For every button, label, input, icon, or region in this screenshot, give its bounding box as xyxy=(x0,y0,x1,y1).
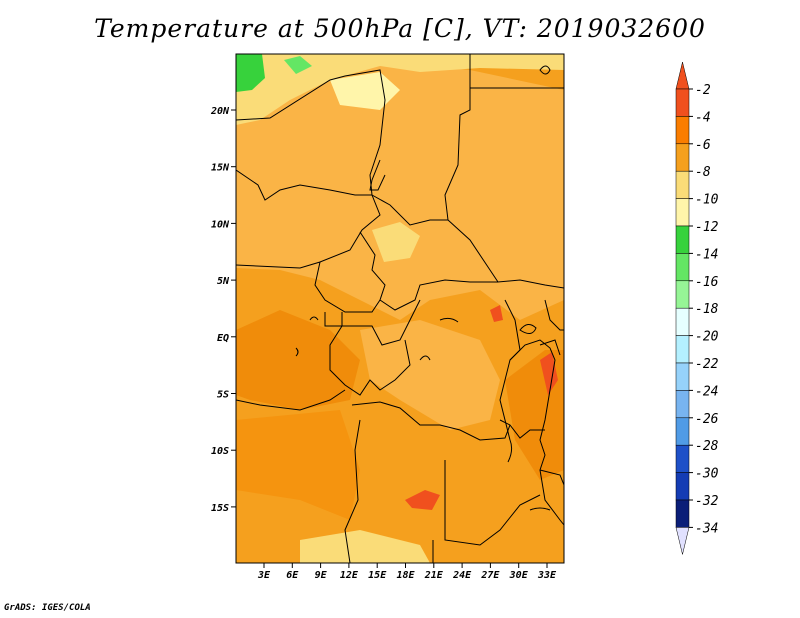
colorbar-label: -28 xyxy=(695,439,719,454)
field-region-yellow-south xyxy=(300,530,430,563)
latitude-axis: 20N 15N 10N 5N EQ 5S 10S 15S xyxy=(210,106,236,514)
field-region-red-east xyxy=(540,352,558,395)
lon-tick-label: 6E xyxy=(286,570,299,581)
colorbar-label: -24 xyxy=(695,384,718,399)
colorbar-label: -4 xyxy=(695,110,711,125)
lat-tick-label: 20N xyxy=(210,106,230,117)
lat-tick-label: 10S xyxy=(211,446,229,457)
colorbar-label: -10 xyxy=(695,193,719,208)
colorbar-label: -18 xyxy=(695,302,719,317)
colorbar-label: -16 xyxy=(695,275,719,290)
colorbar-box xyxy=(675,444,690,473)
colorbar-label: -6 xyxy=(695,138,711,153)
colorbar-label: -2 xyxy=(695,83,711,98)
field-region-dark-orange-west xyxy=(236,310,360,410)
colorbar-box xyxy=(675,88,690,117)
lon-tick-label: 15E xyxy=(368,570,387,581)
lon-tick-label: 24E xyxy=(452,570,472,581)
colorbar-box xyxy=(675,143,690,172)
colorbar-top-arrow xyxy=(675,61,690,90)
colorbar-box xyxy=(675,335,690,364)
field-region-light-orange xyxy=(236,60,564,320)
colorbar-box xyxy=(675,499,690,528)
field-region-light-green xyxy=(284,56,312,74)
colorbar-label: -22 xyxy=(695,357,719,372)
colorbar-bottom-arrow xyxy=(675,527,690,555)
colorbar-box xyxy=(675,390,690,419)
colorbar-label: -34 xyxy=(695,521,718,536)
colorbar-box xyxy=(675,225,690,254)
lat-tick-label: 10N xyxy=(211,219,230,230)
colorbar-label: -14 xyxy=(695,247,718,262)
chart-title: Temperature at 500hPa [C], VT: 201903260… xyxy=(94,14,706,43)
colorbar-label: -30 xyxy=(695,467,719,482)
field-region-yellow-center xyxy=(372,222,420,262)
lon-tick-label: 33E xyxy=(537,570,557,581)
lon-tick-label: 9E xyxy=(315,570,328,581)
lat-tick-label: 5N xyxy=(217,276,230,287)
colorbar-box xyxy=(675,307,690,336)
colorbar-label: -12 xyxy=(695,220,719,235)
colorbar: -2 -4 -6 -8 -10 -12 -14 -16 -18 -20 -22 -24 -26 -28 -3… xyxy=(675,61,719,555)
colorbar-label: -8 xyxy=(695,165,711,180)
colorbar-box xyxy=(675,170,690,199)
field-region-red-south xyxy=(405,490,440,510)
lat-tick-label: 15N xyxy=(211,163,230,174)
colorbar-box xyxy=(675,362,690,391)
lat-tick-label: 5S xyxy=(217,390,229,401)
footer-credit: GrADS: IGES/COLA xyxy=(4,603,91,613)
field-region-pale-north xyxy=(330,72,400,110)
lon-tick-label: 3E xyxy=(257,570,271,581)
lon-tick-label: 27E xyxy=(480,570,500,581)
field-region-light-orange-center xyxy=(360,320,500,430)
colorbar-label: -26 xyxy=(695,412,719,427)
colorbar-box xyxy=(675,280,690,309)
country-borders xyxy=(236,54,564,563)
lat-tick-label: EQ xyxy=(217,333,229,344)
field-region-dark-orange-sw xyxy=(236,410,360,520)
field-region-red-center xyxy=(490,305,503,322)
map-frame xyxy=(235,53,565,564)
lon-tick-label: 18E xyxy=(396,570,415,581)
colorbar-box xyxy=(675,417,690,446)
colorbar-box xyxy=(675,116,690,145)
longitude-axis: 3E 6E 9E 12E 15E 18E 21E 24E 27E 30E 33E xyxy=(257,563,557,581)
lat-tick-label: 15S xyxy=(211,503,229,514)
colorbar-label: -20 xyxy=(695,330,719,345)
lon-tick-label: 12E xyxy=(340,570,359,581)
colorbar-box xyxy=(675,472,690,501)
lon-tick-label: 30E xyxy=(509,570,529,581)
field-region-green xyxy=(236,54,265,92)
lakes-and-coastlines xyxy=(295,65,551,511)
colorbar-box xyxy=(675,198,690,227)
colorbar-box xyxy=(675,253,690,282)
temperature-field xyxy=(236,54,564,563)
field-region-yellow-north xyxy=(236,54,564,125)
colorbar-label: -32 xyxy=(695,494,719,509)
lon-tick-label: 21E xyxy=(424,570,444,581)
